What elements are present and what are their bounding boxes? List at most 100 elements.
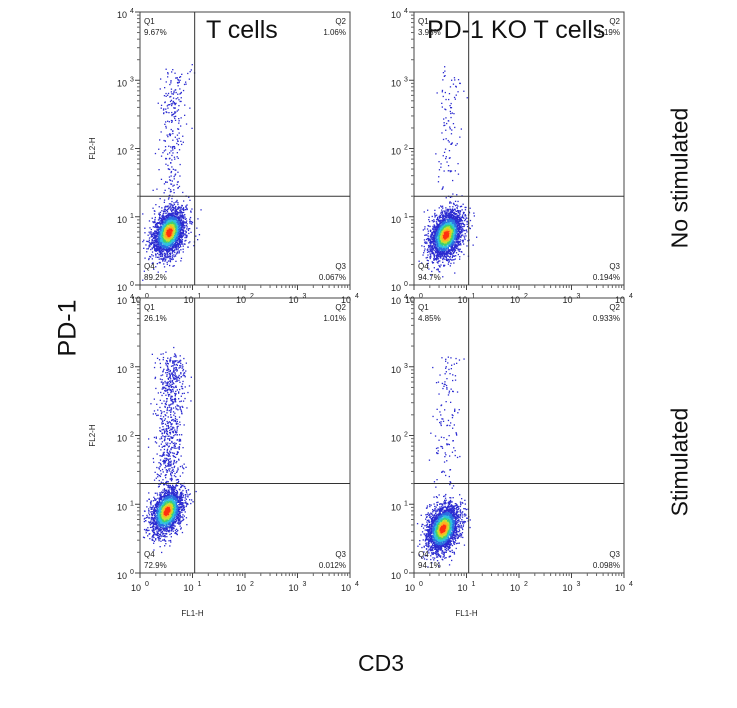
event-dot [176, 208, 178, 211]
event-dot [183, 215, 185, 217]
event-dot [153, 210, 155, 212]
event-dot [434, 233, 436, 235]
event-dot [180, 234, 182, 236]
event-dot [152, 221, 154, 223]
event-dot [174, 220, 177, 222]
event-dot [180, 225, 183, 227]
event-dot [171, 250, 174, 252]
event-dot [154, 244, 156, 246]
event-dot [177, 140, 179, 142]
event-dot [175, 237, 178, 240]
event-dot [172, 69, 174, 71]
event-dot [167, 218, 169, 220]
event-dot [157, 271, 159, 273]
event-dot [456, 214, 458, 216]
event-dot [169, 152, 171, 154]
event-dot [458, 233, 460, 235]
event-dot [175, 89, 177, 91]
event-dot [158, 256, 160, 258]
event-dot [161, 249, 164, 251]
event-dot [189, 220, 191, 222]
event-dot [160, 78, 162, 80]
event-dot [427, 235, 429, 237]
quadrant-percent-q3: 0.067% [319, 273, 346, 282]
event-dot [164, 259, 167, 261]
event-dot [456, 221, 458, 223]
event-dot [152, 233, 154, 235]
event-dot [166, 249, 168, 252]
event-dot [437, 253, 439, 255]
event-dot [173, 184, 175, 186]
event-dot [168, 229, 170, 231]
event-dot [439, 221, 441, 223]
event-dot [173, 234, 176, 237]
event-dot [436, 214, 438, 216]
event-dot [174, 251, 176, 254]
event-dot [160, 246, 162, 248]
event-dot [447, 251, 449, 253]
event-dot [174, 238, 176, 240]
event-dot [186, 234, 188, 237]
event-dot [143, 239, 145, 241]
event-dot [165, 238, 167, 240]
event-dot [178, 211, 180, 214]
event-dot [176, 228, 178, 231]
event-dot [172, 222, 174, 224]
event-dot [160, 245, 162, 247]
event-dot [183, 200, 185, 202]
event-dot [180, 140, 182, 142]
event-dot [179, 224, 181, 227]
event-dot [176, 246, 178, 248]
event-dot [150, 256, 152, 258]
event-dot [172, 216, 174, 219]
event-dot [445, 256, 447, 259]
event-dot [159, 253, 161, 256]
event-dot [176, 248, 178, 250]
event-dot [462, 226, 464, 228]
event-dot [181, 243, 183, 245]
event-dot [164, 231, 166, 233]
event-dot [155, 254, 157, 256]
event-dot [163, 231, 165, 234]
event-dot [184, 221, 186, 223]
event-dot [157, 237, 159, 239]
event-dot [455, 228, 457, 231]
event-dot [187, 246, 189, 248]
event-dot [178, 250, 180, 252]
event-dot [163, 236, 165, 238]
event-dot [165, 163, 167, 165]
event-dot [158, 239, 161, 241]
event-dot [451, 256, 453, 259]
event-dot [171, 241, 173, 243]
event-dot [163, 226, 165, 228]
event-dot [153, 243, 156, 245]
event-dot [182, 231, 184, 233]
event-dot [161, 219, 164, 221]
event-dot [163, 108, 165, 110]
event-dot [167, 260, 170, 262]
column-title-t-cells: T cells [206, 16, 278, 44]
event-dot [167, 223, 169, 225]
event-dot [444, 255, 447, 257]
event-dot [176, 221, 178, 224]
event-dot [433, 220, 435, 222]
event-dot [460, 244, 462, 246]
event-dot [172, 246, 174, 248]
event-dot [189, 228, 191, 230]
event-dot [463, 225, 465, 228]
event-dot [173, 202, 175, 204]
event-dot [171, 206, 173, 208]
event-dot [446, 216, 448, 218]
quadrant-percent-q4: 89.2% [144, 273, 167, 282]
event-dot [462, 216, 464, 219]
event-dot [179, 227, 182, 229]
event-dot [177, 212, 179, 214]
event-dot [170, 227, 172, 229]
event-dot [163, 263, 165, 265]
event-dot [165, 239, 167, 241]
event-dot [176, 238, 178, 240]
event-dot [448, 261, 450, 263]
event-dot [158, 258, 160, 260]
event-dot [167, 225, 169, 228]
event-dot [165, 219, 167, 221]
